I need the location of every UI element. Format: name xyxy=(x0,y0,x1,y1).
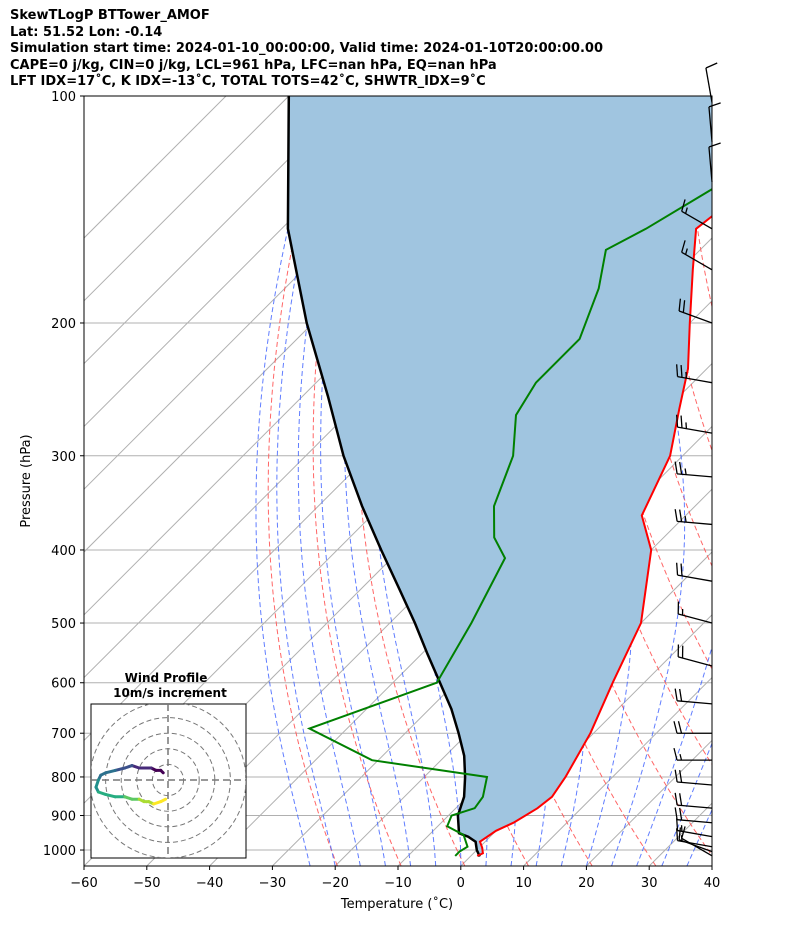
x-tick-label: 0 xyxy=(457,876,465,891)
isotherm-line xyxy=(84,96,352,365)
y-tick-label: 400 xyxy=(51,544,76,559)
wind-barb xyxy=(708,102,721,142)
x-tick-label: 40 xyxy=(704,876,721,891)
isotherm-line xyxy=(460,614,712,866)
hodograph-segment xyxy=(159,797,168,804)
x-tick-label: −10 xyxy=(384,876,411,891)
profile-lines xyxy=(286,96,712,858)
y-tick-label: 300 xyxy=(51,450,76,465)
chart-header: SkewTLogP BTTower_AMOF Lat: 51.52 Lon: -… xyxy=(10,8,603,91)
wind-barb xyxy=(676,364,713,384)
x-tick-label: −20 xyxy=(321,876,348,891)
wind-barb xyxy=(708,142,721,182)
y-tick-label: 600 xyxy=(51,677,76,692)
hodograph-segment xyxy=(104,768,117,775)
dry-adiabat-line xyxy=(752,96,794,866)
moist-adiabat-line xyxy=(686,808,712,866)
x-tick-label: −60 xyxy=(70,876,97,891)
time-line: Simulation start time: 2024-01-10_00:00:… xyxy=(10,41,603,56)
wind-barb xyxy=(674,769,713,786)
x-tick-label: −40 xyxy=(196,876,223,891)
location-line: Lat: 51.52 Lon: -0.14 xyxy=(10,24,163,40)
dry-adiabat-line xyxy=(267,96,338,866)
x-tick-label: 20 xyxy=(578,876,595,891)
temperature-line xyxy=(476,214,712,857)
cape-shaded-area xyxy=(287,96,712,857)
wind-barb xyxy=(673,747,712,761)
y-tick-label: 800 xyxy=(51,771,76,786)
axis-ticks: −60 −50 −40 −30 −20 −10 0 10 20 30 40 100 200 300 400 5… xyxy=(43,90,720,891)
x-tick-label: 30 xyxy=(641,876,658,891)
isotherm-line xyxy=(84,96,290,302)
hodograph: Wind Profile 10m/s increment xyxy=(90,671,247,859)
isotherm-line xyxy=(523,676,712,866)
y-tick-label: 1000 xyxy=(43,844,76,859)
dry-adiabat-line xyxy=(719,96,794,866)
isotherm-line xyxy=(775,96,794,866)
wind-barb xyxy=(678,298,713,324)
moist-adiabat-line xyxy=(276,96,339,866)
moist-adiabat-line xyxy=(661,742,712,866)
isotherm-line xyxy=(84,96,227,239)
isotherm-line xyxy=(84,96,415,428)
wind-barb xyxy=(681,826,713,857)
wind-barb xyxy=(674,807,713,824)
wind-barb xyxy=(676,414,713,434)
wind-barbs xyxy=(673,62,721,857)
x-tick-label: −50 xyxy=(133,876,160,891)
y-tick-label: 200 xyxy=(51,317,76,332)
moist-adiabat-line xyxy=(255,96,324,866)
y-tick-label: 500 xyxy=(51,617,76,632)
index-line: LFT IDX=17˚C, K IDX=-13˚C, TOTAL TOTS=42… xyxy=(10,74,486,89)
wind-barb xyxy=(673,721,712,734)
wind-barb xyxy=(681,199,713,230)
wind-barb xyxy=(674,792,713,809)
x-tick-label: 10 xyxy=(515,876,532,891)
wind-barb xyxy=(674,688,713,705)
wind-barb xyxy=(676,562,713,582)
x-axis-label: Temperature (˚C) xyxy=(340,896,453,912)
cape-shading xyxy=(287,96,712,857)
hodograph-plot xyxy=(91,704,246,858)
wind-barb xyxy=(681,240,713,271)
wind-barb xyxy=(677,644,713,667)
y-axis-label: Pressure (hPa) xyxy=(19,434,34,527)
dry-adiabat-line xyxy=(784,96,794,866)
isotherm-line xyxy=(711,865,712,866)
moist-adiabat-line xyxy=(611,96,686,866)
dewpoint-line xyxy=(306,187,712,857)
wind-barb xyxy=(677,601,713,624)
wind-barb xyxy=(674,461,713,478)
wind-barb xyxy=(674,509,713,526)
moist-adiabat-line xyxy=(320,96,386,866)
wind-barb xyxy=(676,818,713,838)
x-tick-label: −30 xyxy=(259,876,286,891)
y-tick-label: 900 xyxy=(51,810,76,825)
wind-barb xyxy=(705,62,718,103)
chart-title: SkewTLogP BTTower_AMOF xyxy=(10,8,210,23)
moist-adiabat-line xyxy=(297,96,361,866)
dry-adiabat-line xyxy=(312,96,402,866)
hodograph-segment xyxy=(113,766,127,772)
moist-adiabat-line xyxy=(636,645,712,866)
dry-adiabat-line xyxy=(550,96,712,766)
y-tick-label: 700 xyxy=(51,727,76,742)
hodograph-segment xyxy=(104,792,117,799)
y-tick-label: 100 xyxy=(51,90,76,105)
hodograph-subtitle: 10m/s increment xyxy=(113,686,227,700)
hodograph-title: Wind Profile xyxy=(125,671,208,685)
wind-barb xyxy=(676,828,713,848)
cape-line: CAPE=0 j/kg, CIN=0 j/kg, LCL=961 hPa, LF… xyxy=(10,57,497,73)
